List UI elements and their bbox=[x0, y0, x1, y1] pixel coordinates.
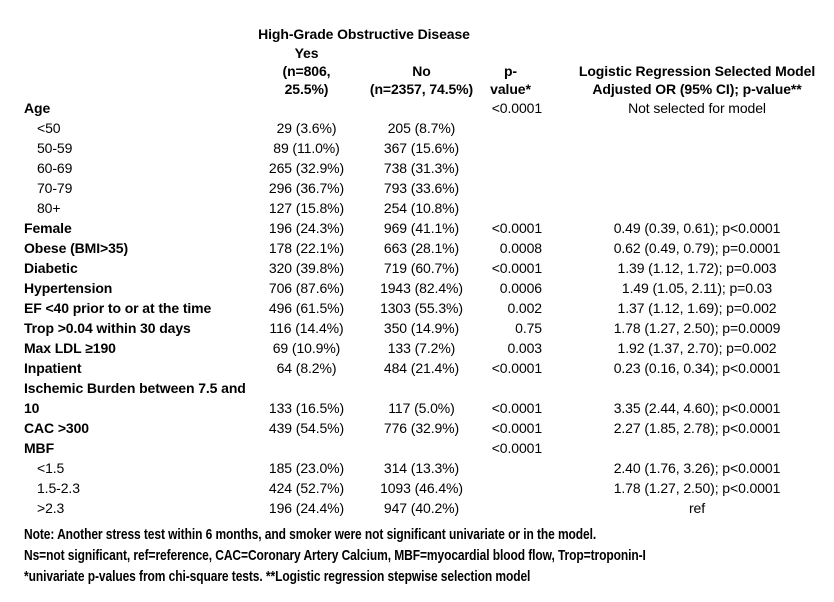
no-count-value: 947 (40.2%) bbox=[383, 500, 460, 516]
p-value: <0.0001 bbox=[491, 360, 542, 376]
row-label: <50 bbox=[37, 120, 61, 136]
yes-count-value: 196 (24.3%) bbox=[268, 220, 345, 236]
yes-count-value: 424 (52.7%) bbox=[268, 480, 345, 496]
no-count-value: 1303 (55.3%) bbox=[380, 300, 463, 316]
row-label: 70-79 bbox=[37, 180, 73, 196]
row-label: 1.5-2.3 bbox=[37, 480, 80, 496]
yes-count-value: 127 (15.8%) bbox=[268, 200, 345, 216]
row-label: Age bbox=[24, 100, 51, 116]
yes-count-value: 265 (32.9%) bbox=[268, 160, 345, 176]
p-value: 0.002 bbox=[507, 300, 542, 316]
no-count-value: 969 (41.1%) bbox=[383, 220, 460, 236]
row-label: 60-69 bbox=[37, 160, 73, 176]
row-label: EF <40 prior to or at the time bbox=[24, 300, 212, 316]
p-value: <0.0001 bbox=[491, 220, 542, 236]
p-value: <0.0001 bbox=[491, 440, 542, 456]
no-count-value: 1943 (82.4%) bbox=[380, 280, 463, 296]
row-label: <1.5 bbox=[37, 460, 65, 476]
footnotes: Note: Another stress test within 6 month… bbox=[24, 524, 834, 587]
no-count-value: 484 (21.4%) bbox=[383, 360, 460, 376]
no-count-value: 738 (31.3%) bbox=[383, 160, 460, 176]
table-body: Age <0.0001 Not selected for model <50 2… bbox=[24, 98, 834, 518]
yes-count-value: 706 (87.6%) bbox=[268, 280, 345, 296]
row-label: CAC >300 bbox=[24, 420, 89, 436]
column-header-p-value: p- value* bbox=[490, 63, 531, 97]
row-label: Female bbox=[24, 220, 72, 236]
row-label: Hypertension bbox=[24, 280, 113, 296]
column-header-logistic-regression: Logistic Regression Selected Model Adjus… bbox=[578, 63, 816, 97]
adjusted-or-value: 1.92 (1.37, 2.70); p=0.002 bbox=[617, 340, 777, 356]
p-value: <0.0001 bbox=[491, 420, 542, 436]
yes-count-value: 116 (14.4%) bbox=[269, 320, 344, 336]
p-value: 0.75 bbox=[515, 320, 542, 336]
column-header-no: No (n=2357, 74.5%) bbox=[369, 63, 474, 97]
no-count-value: 793 (33.6%) bbox=[383, 180, 460, 196]
row-label: 80+ bbox=[37, 200, 61, 216]
column-group-title: High-Grade Obstructive Disease bbox=[258, 26, 470, 42]
no-count-value: 776 (32.9%) bbox=[383, 420, 460, 436]
adjusted-or-value: 1.49 (1.05, 2.11); p=0.03 bbox=[621, 280, 773, 296]
yes-count-value: 320 (39.8%) bbox=[268, 260, 345, 276]
adjusted-or-value: 1.78 (1.27, 2.50); p<0.0001 bbox=[613, 480, 781, 496]
yes-count-value: 185 (23.0%) bbox=[268, 460, 345, 476]
footnote-line: *univariate p-values from chi-square tes… bbox=[24, 568, 531, 585]
row-label: Diabetic bbox=[24, 260, 78, 276]
adjusted-or-value: 1.39 (1.12, 1.72); p=0.003 bbox=[617, 260, 777, 276]
no-count-value: 254 (10.8%) bbox=[383, 200, 460, 216]
no-count-value: 350 (14.9%) bbox=[383, 320, 460, 336]
adjusted-or-value: ref bbox=[688, 500, 706, 516]
p-value: 0.003 bbox=[507, 340, 542, 356]
yes-count-value: 29 (3.6%) bbox=[276, 120, 337, 136]
yes-count-value: 439 (54.5%) bbox=[268, 420, 345, 436]
adjusted-or-value: Not selected for model bbox=[628, 100, 766, 116]
row-label: Trop >0.04 within 30 days bbox=[24, 320, 191, 336]
yes-count-value: 64 (8.2%) bbox=[276, 360, 337, 376]
no-count-value: 663 (28.1%) bbox=[383, 240, 460, 256]
no-count-value: 205 (8.7%) bbox=[387, 120, 456, 136]
no-count-value: 1093 (46.4%) bbox=[380, 480, 463, 496]
p-value: <0.0001 bbox=[491, 100, 542, 116]
table-header: High-Grade Obstructive Disease Yes (n=80… bbox=[24, 25, 834, 98]
yes-count-value: 89 (11.0%) bbox=[273, 140, 340, 156]
adjusted-or-value: 0.62 (0.49, 0.79); p=0.0001 bbox=[613, 240, 781, 256]
no-count-value: 133 (7.2%) bbox=[387, 340, 456, 356]
no-count-value: 367 (15.6%) bbox=[383, 140, 460, 156]
adjusted-or-value: 1.37 (1.12, 1.69); p=0.002 bbox=[617, 300, 777, 316]
adjusted-or-value: 0.23 (0.16, 0.34); p<0.0001 bbox=[613, 360, 781, 376]
adjusted-or-value: 1.78 (1.27, 2.50); p=0.0009 bbox=[613, 320, 781, 336]
row-label: 50-59 bbox=[37, 140, 73, 156]
yes-count-value: 496 (61.5%) bbox=[268, 300, 345, 316]
p-value: 0.0006 bbox=[499, 280, 542, 296]
column-header-yes: Yes (n=806, 25.5%) bbox=[282, 45, 331, 97]
adjusted-or-value: 2.40 (1.76, 3.26); p<0.0001 bbox=[613, 460, 781, 476]
adjusted-or-value: 3.35 (2.44, 4.60); p<0.0001 bbox=[613, 400, 781, 416]
yes-count-value: 296 (36.7%) bbox=[268, 180, 345, 196]
yes-count-value: 196 (24.4%) bbox=[268, 500, 345, 516]
p-value: 0.0008 bbox=[499, 240, 542, 256]
footnote-line: Note: Another stress test within 6 month… bbox=[24, 526, 597, 543]
no-count-value: 314 (13.3%) bbox=[383, 460, 460, 476]
yes-count-value: 178 (22.1%) bbox=[268, 240, 345, 256]
footnote-line: Ns=not significant, ref=reference, CAC=C… bbox=[24, 547, 646, 564]
row-label: Max LDL ≥190 bbox=[24, 340, 116, 356]
row-label: MBF bbox=[24, 440, 55, 456]
row-label: Obese (BMI>35) bbox=[24, 240, 129, 256]
p-value: <0.0001 bbox=[491, 260, 542, 276]
row-label: >2.3 bbox=[37, 500, 65, 516]
adjusted-or-value: 2.27 (1.85, 2.78); p<0.0001 bbox=[613, 420, 781, 436]
p-value: <0.0001 bbox=[491, 400, 542, 416]
yes-count-value: 69 (10.9%) bbox=[272, 340, 341, 356]
row-label: Ischemic Burden between 7.5 and 10 bbox=[24, 380, 246, 416]
no-count-value: 719 (60.7%) bbox=[383, 260, 460, 276]
yes-count-value: 133 (16.5%) bbox=[268, 400, 345, 416]
adjusted-or-value: 0.49 (0.39, 0.61); p<0.0001 bbox=[613, 220, 781, 236]
row-label: Inpatient bbox=[24, 360, 82, 376]
no-count-value: 117 (5.0%) bbox=[388, 400, 455, 416]
